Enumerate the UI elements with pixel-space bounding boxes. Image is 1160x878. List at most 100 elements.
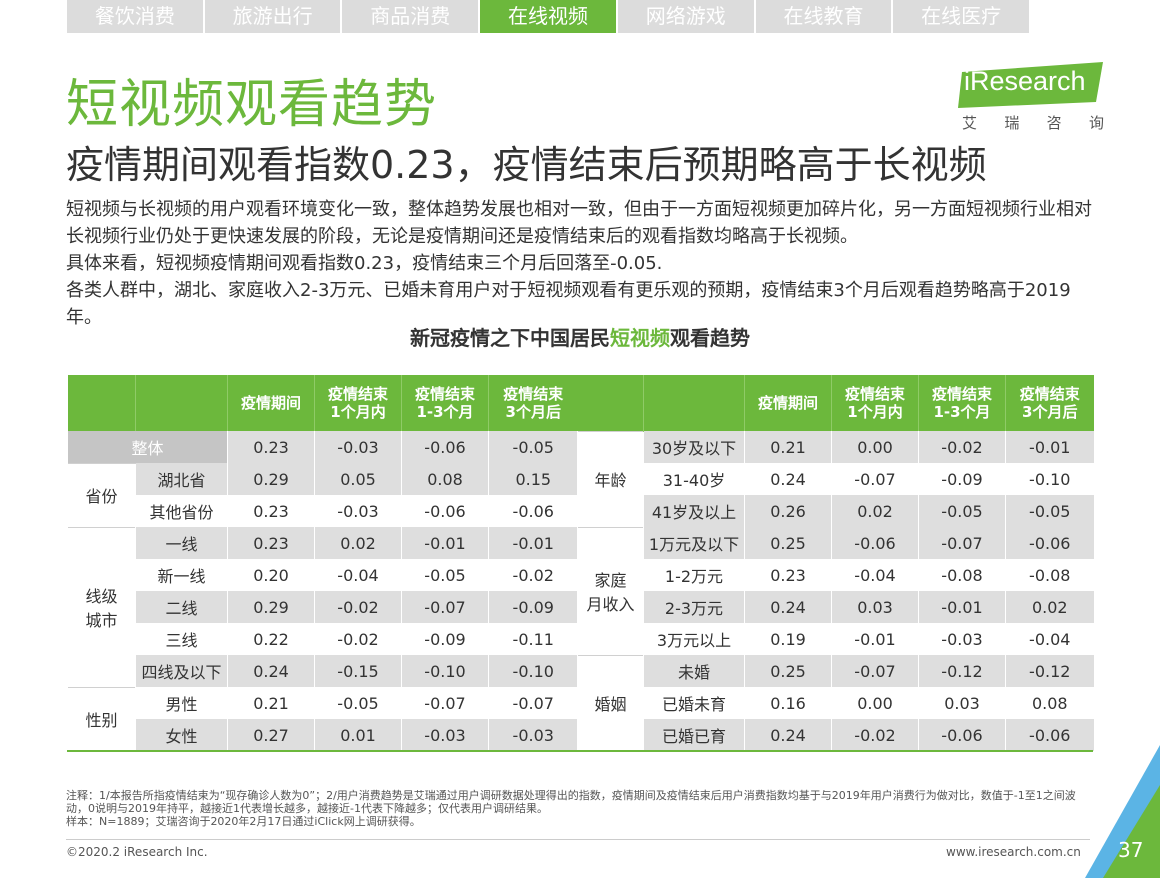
value-cell: 0.15 [488, 463, 578, 495]
value-cell: 0.08 [401, 463, 489, 495]
row-group-cell: 婚姻 [577, 654, 644, 751]
value-cell: -0.02 [314, 623, 402, 655]
table-row: 已婚未育 0.16 0.00 0.03 0.08 [578, 687, 1094, 719]
row-group-cell: 省份 [67, 462, 136, 527]
table-row: 1-2万元 0.23 -0.04 -0.08 -0.08 [578, 559, 1094, 591]
page-subtitle: 疫情期间观看指数0.23，疫情结束后预期略高于长视频 [66, 143, 987, 187]
logo-cn-char: 询 [1088, 114, 1104, 132]
tab-item[interactable]: 在线医疗 [893, 0, 1030, 33]
body-text: 短视频与长视频的用户观看环境变化一致，整体趋势发展也相对一致，但由于一方面短视频… [66, 196, 1106, 331]
table-row: 线级 城市 一线 0.23 0.02 -0.01 -0.01 [67, 526, 578, 687]
value-cell: -0.07 [831, 655, 919, 687]
value-cell: 0.03 [831, 591, 919, 623]
value-cell: 0.16 [744, 687, 832, 719]
value-cell: -0.07 [401, 591, 489, 623]
row-group-cell: 性别 [67, 686, 136, 751]
footnote: 样本：N=1889；艾瑞咨询于2020年2月17日通过iClick网上调研获得。 [66, 815, 421, 828]
value-cell: -0.01 [401, 527, 489, 559]
tab-item[interactable]: 旅游出行 [204, 0, 341, 33]
copyright: ©2020.2 iResearch Inc. [66, 845, 208, 859]
row-label-cell: 已婚未育 [643, 687, 745, 719]
value-cell: -0.02 [488, 559, 578, 591]
value-cell: -0.10 [1005, 463, 1094, 495]
value-cell: 0.00 [831, 431, 919, 463]
header-cell: 疫情期间 [744, 375, 832, 431]
table-row: 四线及以下 0.24 -0.15 -0.10 -0.10 [68, 655, 578, 687]
header-cell: 疫情结束 1个月内 [314, 375, 402, 431]
value-cell: -0.01 [831, 623, 919, 655]
value-cell: 0.24 [744, 719, 832, 751]
table-title: 新冠疫情之下中国居民短视频观看趋势 [0, 322, 1160, 351]
row-label-cell: 其他省份 [135, 495, 228, 527]
value-cell: -0.08 [1005, 559, 1094, 591]
right-data-table: 疫情期间 疫情结束 1个月内 疫情结束 1-3个月 疫情结束 3个月后 年龄 30… [577, 375, 1094, 751]
table-bottom-rule [67, 750, 1093, 752]
paragraph: 短视频与长视频的用户观看环境变化一致，整体趋势发展也相对一致，但由于一方面短视频… [66, 199, 1092, 247]
table-header-row: 疫情期间 疫情结束 1个月内 疫情结束 1-3个月 疫情结束 3个月后 [577, 375, 1094, 431]
value-cell: -0.12 [918, 655, 1006, 687]
header-cell: 疫情结束 1-3个月 [401, 375, 489, 431]
value-cell: -0.02 [831, 719, 919, 751]
value-cell: 0.29 [227, 463, 315, 495]
footnotes: 注释：1/本报告所指疫情结束为“现存确诊人数为0”；2/用户消费趋势是艾瑞通过用… [66, 789, 1096, 828]
left-data-table: 疫情期间 疫情结束 1个月内 疫情结束 1-3个月 疫情结束 3个月后 整体 0.… [67, 375, 578, 751]
table-row: 已婚已育 0.24 -0.02 -0.06 -0.06 [578, 719, 1094, 751]
tab-item[interactable]: 在线视频 [480, 0, 616, 33]
value-cell: -0.01 [918, 591, 1006, 623]
value-cell: -0.06 [1005, 719, 1094, 751]
table-title-suffix: 观看趋势 [670, 326, 750, 350]
table-row: 三线 0.22 -0.02 -0.09 -0.11 [68, 623, 578, 655]
value-cell: 0.23 [227, 495, 315, 527]
row-label-cell: 整体 [67, 431, 228, 463]
header-group-cell [577, 375, 644, 431]
value-cell: -0.06 [1005, 527, 1094, 559]
value-cell: -0.05 [314, 687, 402, 719]
row-label-cell: 3万元以上 [643, 623, 745, 655]
value-cell: -0.05 [488, 431, 578, 463]
row-label-cell: 未婚 [643, 655, 745, 687]
tab-item[interactable]: 网络游戏 [617, 0, 754, 33]
table-row: 女性 0.27 0.01 -0.03 -0.03 [68, 719, 578, 751]
value-cell: -0.02 [314, 591, 402, 623]
row-label-cell: 已婚已育 [643, 719, 745, 751]
value-cell: 0.29 [227, 591, 315, 623]
value-cell: -0.04 [1005, 623, 1094, 655]
tab-item[interactable]: 在线教育 [755, 0, 892, 33]
value-cell: 0.05 [314, 463, 402, 495]
value-cell: -0.09 [918, 463, 1006, 495]
value-cell: 0.26 [744, 495, 832, 527]
table-row: 其他省份 0.23 -0.03 -0.06 -0.06 [68, 495, 578, 527]
row-label-cell: 2-3万元 [643, 591, 745, 623]
row-label-cell: 三线 [135, 623, 228, 655]
row-label-cell: 新一线 [135, 559, 228, 591]
logo-cn-char: 瑞 [1004, 114, 1020, 132]
footnote: 注释：1/本报告所指疫情结束为“现存确诊人数为0”；2/用户消费趋势是艾瑞通过用… [66, 789, 1076, 815]
logo-cn-char: 艾 [962, 114, 978, 132]
table-row: 二线 0.29 -0.02 -0.07 -0.09 [68, 591, 578, 623]
value-cell: 0.21 [744, 431, 832, 463]
header-label-cell [135, 375, 228, 431]
value-cell: 0.03 [918, 687, 1006, 719]
iresearch-logo: iResearch 艾 瑞 咨 询 [958, 62, 1104, 134]
value-cell: -0.06 [488, 495, 578, 527]
tab-item[interactable]: 商品消费 [342, 0, 479, 33]
value-cell: -0.15 [314, 655, 402, 687]
table-header-row: 疫情期间 疫情结束 1个月内 疫情结束 1-3个月 疫情结束 3个月后 [67, 375, 578, 431]
row-label-cell: 1万元及以下 [643, 527, 745, 559]
header-label-cell [643, 375, 745, 431]
table-row: 新一线 0.20 -0.04 -0.05 -0.02 [68, 559, 578, 591]
value-cell: 0.24 [744, 591, 832, 623]
row-label-cell: 四线及以下 [135, 655, 228, 687]
value-cell: 0.25 [744, 655, 832, 687]
tab-item[interactable]: 餐饮消费 [67, 0, 203, 33]
value-cell: 0.23 [227, 431, 315, 463]
website-url[interactable]: www.iresearch.com.cn [946, 845, 1081, 859]
value-cell: -0.03 [314, 431, 402, 463]
value-cell: -0.06 [401, 431, 489, 463]
row-group-cell: 年龄 [577, 430, 644, 527]
value-cell: 0.25 [744, 527, 832, 559]
row-label-cell: 41岁及以上 [643, 495, 745, 527]
value-cell: -0.07 [401, 687, 489, 719]
value-cell: -0.05 [1005, 495, 1094, 527]
value-cell: 0.23 [227, 527, 315, 559]
